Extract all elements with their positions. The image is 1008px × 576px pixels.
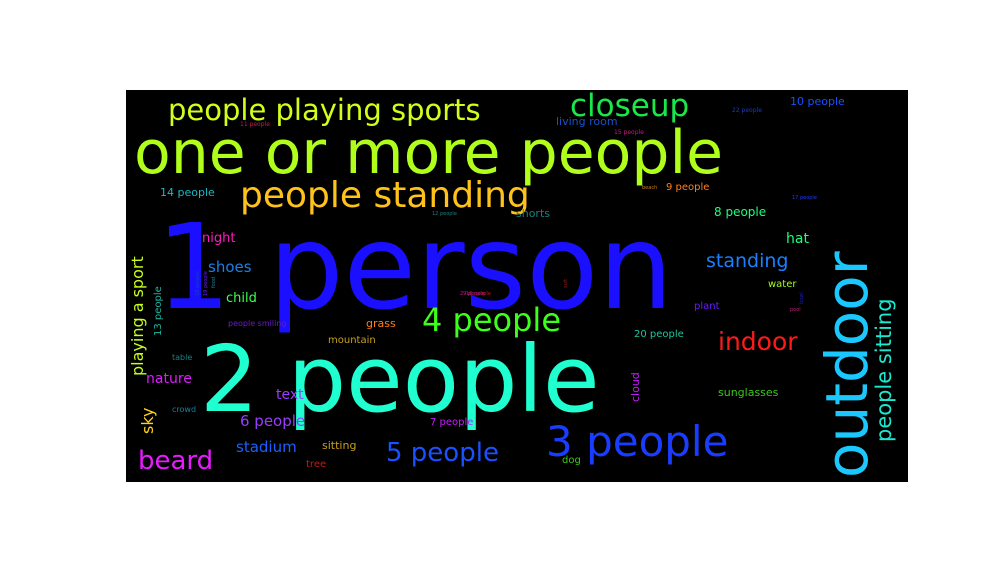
word-pool: pool [790,307,801,313]
word-playing-a-sport: playing a sport [128,256,147,376]
word-suit: suit [563,278,569,288]
word-9-people: 9 people [666,182,710,193]
word-plant: plant [694,301,720,312]
word-18-people: 18 people [195,271,201,296]
word-29-people: 29 people [460,291,485,297]
word-15-people: 15 people [614,129,644,136]
word-text: text [276,387,304,403]
word-water: water [768,279,797,290]
word-child: child [226,291,257,306]
word-13-people: 13 people [153,286,164,336]
word-table: table [172,353,193,362]
word-dog: dog [562,455,581,466]
word-standing: standing [706,250,789,272]
word-6-people: 6 people [240,412,306,430]
word-22-people: 22 people [732,107,762,114]
word-16-people: 16 people [466,291,491,297]
word-night: night [202,231,236,246]
word-12-people: 12 people [432,211,457,217]
word-14-people: 14 people [160,186,215,199]
word-people-standing: people standing [240,175,530,216]
word-sunglasses: sunglasses [718,386,779,399]
word-10-people: 10 people [790,95,845,108]
word-stadium: stadium [236,438,297,456]
word-tree: tree [306,459,327,470]
word-people-smiling: people smiling [228,319,287,328]
word-sky: sky [138,407,157,435]
word-beard: beard [138,446,214,476]
word-1-person: 1 person [156,198,674,336]
word-food: food [211,276,217,288]
word-indoor: indoor [718,327,798,356]
word-8-people: 8 people [714,205,767,219]
word-sitting: sitting [322,439,357,452]
word-closeup: closeup [570,90,690,124]
word-20-people: 20 people [634,329,684,340]
word-hat: hat [786,231,809,247]
word-crowd: crowd [172,405,197,414]
word-5-people: 5 people [386,438,499,468]
word-outdoor: outdoor [813,251,881,478]
word-one-or-more-people: one or more people [134,118,724,188]
word-4-people: 4 people [422,301,561,339]
word-living-room: living room [556,115,618,128]
word-3-people: 3 people [546,417,729,466]
word-2-people: 2 people [200,326,600,433]
word-17-people: 17 people [792,195,817,201]
word-people-sitting: people sitting [872,298,896,442]
word-cloud: 1 person 2 people one or more people out… [126,90,908,482]
word-cloud: cloud [629,372,642,402]
word-nature: nature [146,371,192,387]
word-mountain: mountain [328,335,376,346]
word-19-people: 19 people [203,271,209,296]
word-shoes: shoes [208,258,252,276]
word-7-people: 7 people [430,417,474,428]
word-people-playing-sports: people playing sports [168,93,481,127]
word-shorts: shorts [516,207,550,220]
word-bowl: bowl [799,292,805,304]
word-grass: grass [366,317,396,330]
word-11-people: 11 people [240,121,270,128]
word-beach: beach [642,185,658,191]
